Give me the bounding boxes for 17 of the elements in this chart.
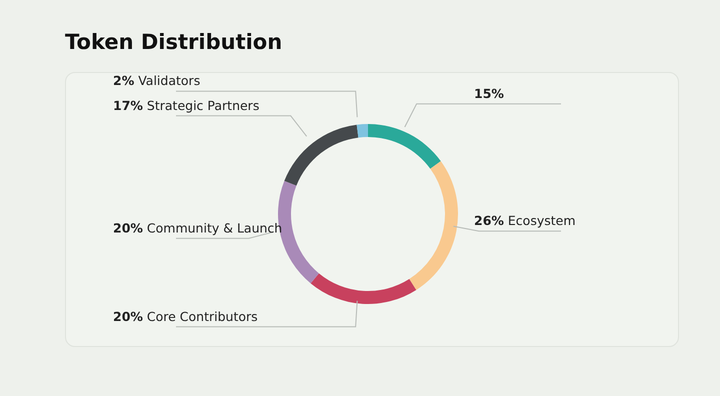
data-label: 20% bbox=[113, 220, 144, 236]
data-label: 17% bbox=[113, 98, 144, 113]
slice-label: Community & Launch bbox=[142, 220, 282, 236]
data-label: 15% bbox=[474, 86, 504, 101]
slice-label: Core Contributors bbox=[142, 308, 258, 324]
donut-slice bbox=[409, 161, 458, 290]
slice-label: Validators bbox=[134, 73, 200, 88]
donut-slice bbox=[368, 124, 441, 169]
slice-label: Strategic Partners bbox=[142, 98, 260, 113]
slice-label: Ecosystem bbox=[504, 213, 576, 228]
donut-slice bbox=[284, 124, 358, 186]
data-label: 26% bbox=[474, 213, 504, 228]
donut-slice bbox=[356, 124, 368, 138]
donut-slice bbox=[310, 273, 416, 304]
chart-title: Token Distribution bbox=[65, 30, 282, 54]
data-label: 20% bbox=[113, 308, 144, 324]
data-label: 2% bbox=[113, 73, 135, 88]
